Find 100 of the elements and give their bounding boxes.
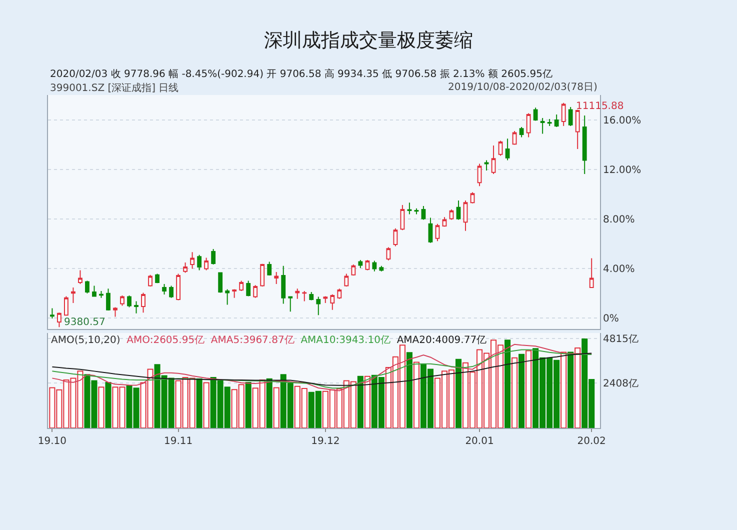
candlestick (162, 284, 166, 295)
x-tick-label: 19.12 (311, 436, 340, 447)
candlestick (372, 260, 377, 272)
candlestick (120, 294, 124, 306)
candlestick (260, 263, 265, 288)
candlestick (344, 273, 349, 288)
candlestick (491, 145, 496, 174)
y-tick-label: 4.00% (603, 264, 635, 275)
candlestick (477, 163, 482, 187)
bar (245, 382, 252, 428)
candlestick (64, 296, 68, 316)
chart-title: 深圳成指成交量极度萎缩 (264, 30, 473, 52)
candlestick (267, 261, 272, 276)
candlestick (323, 296, 328, 304)
candlestick (386, 246, 391, 261)
candlestick (211, 248, 216, 265)
bar (504, 340, 511, 428)
bar (266, 378, 272, 428)
candlestick (554, 114, 559, 128)
candlestick (183, 262, 188, 274)
candlestick (337, 288, 342, 300)
candlestick (302, 290, 307, 302)
candlestick (281, 265, 286, 304)
candlestick (407, 202, 412, 215)
candlestick (470, 192, 475, 204)
annotation: AMO:2605.95亿 (126, 335, 205, 346)
candlestick (99, 290, 104, 298)
candlestick (393, 228, 398, 247)
candlestick (197, 254, 202, 271)
candlestick (561, 102, 566, 126)
candlestick (456, 200, 461, 220)
bar (105, 382, 112, 428)
annotation: 11115.88 (576, 101, 624, 112)
text: 2019/10/08-2020/02/03(78日) (448, 82, 598, 93)
candlestick (540, 118, 545, 134)
candlestick (218, 272, 223, 294)
candlestick (463, 200, 468, 232)
candlestick (141, 292, 146, 314)
candlestick (253, 284, 258, 298)
x-tick-label: 20.02 (577, 436, 606, 447)
candlestick (400, 204, 405, 231)
candlestick (71, 287, 76, 304)
candlestick (582, 115, 587, 174)
candlestick (498, 140, 503, 156)
candlestick (512, 130, 517, 146)
candlestick (505, 138, 510, 161)
y-tick-label: 0% (603, 313, 619, 324)
candlestick (169, 285, 174, 298)
candlestick (547, 118, 552, 126)
candlestick (225, 288, 230, 306)
candlestick (274, 272, 279, 285)
bar (518, 354, 525, 428)
bar (455, 358, 462, 428)
candlestick (106, 288, 110, 312)
candlestick (316, 296, 321, 316)
candlestick (127, 294, 132, 308)
bar (357, 376, 364, 428)
candlestick (204, 257, 209, 271)
y-tick-label: 12.00% (603, 164, 642, 176)
candlestick (428, 217, 433, 244)
candlestick (526, 112, 531, 138)
annotation: 9380.57 (64, 317, 106, 328)
y-tick-label: 2408亿 (603, 378, 638, 390)
y-tick-label: 4815亿 (603, 334, 638, 345)
candlestick (519, 126, 524, 138)
y-tick-label: 8.00% (603, 214, 635, 226)
candlestick (421, 206, 426, 220)
candlestick (78, 270, 82, 285)
candlestick (295, 288, 300, 300)
bar (568, 352, 574, 428)
candlestick (379, 265, 384, 272)
candlestick (50, 308, 54, 319)
candlestick (113, 306, 118, 318)
x-tick-label: 20.01 (465, 436, 494, 447)
text: 399001.SZ [深证成指] 日线 (50, 82, 179, 94)
text: 2020/02/03 收 9778.96 幅 -8.45%(-902.94) 开 9706.58 高 9934.35 低 9706.58 振 2.13% 额 2605.95亿 (50, 68, 552, 80)
candlestick (190, 252, 195, 270)
candlestick (435, 223, 440, 242)
text: AMA5:3967.87亿 (210, 335, 294, 346)
candlestick (176, 273, 181, 301)
text: AMA20:4009.77亿 (396, 335, 487, 346)
candlestick (155, 273, 160, 284)
candlestick (330, 294, 335, 310)
x-tick-label: 19.10 (38, 436, 67, 447)
candlestick (533, 107, 538, 122)
y-tick-label: 16.00% (603, 115, 642, 126)
candlestick (351, 264, 356, 276)
candlestick (484, 160, 489, 172)
annotation: AMO(5,10,20) (51, 335, 120, 346)
bar (406, 352, 412, 428)
x-tick-label: 19.11 (164, 436, 193, 447)
candlestick (288, 296, 293, 312)
candlestick (246, 280, 251, 297)
candlestick (85, 280, 90, 294)
candlestick (309, 291, 314, 301)
candlestick (568, 106, 573, 126)
candlestick (134, 300, 138, 314)
candlestick (232, 288, 237, 298)
candlestick (92, 285, 96, 298)
candlestick (358, 260, 363, 268)
